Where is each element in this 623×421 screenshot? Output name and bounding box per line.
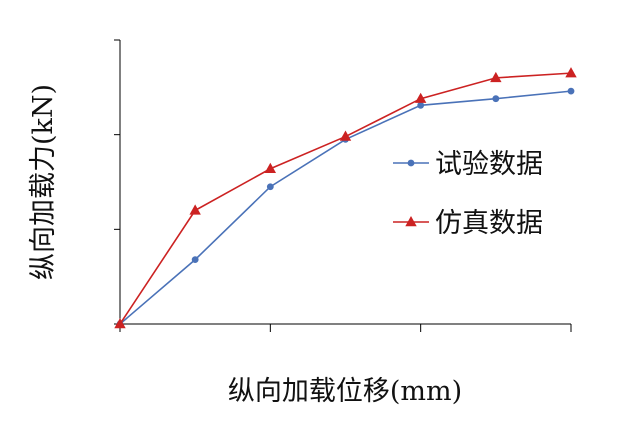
series-2-point-0 — [114, 318, 126, 329]
series-2 — [114, 67, 577, 329]
legend-item-2: 仿真数据 — [393, 208, 543, 239]
series-2-point-6 — [565, 67, 577, 78]
legend-marker-1 — [407, 159, 415, 167]
series-1-point-5 — [492, 95, 500, 103]
y-axis-title: 纵向加载力(kN) — [28, 84, 59, 280]
series-1-point-1 — [191, 256, 199, 264]
ticks — [114, 39, 572, 332]
series-2-point-5 — [490, 71, 502, 83]
legend-item-1: 试验数据 — [393, 149, 543, 180]
axes — [119, 40, 571, 325]
series-2-line — [119, 72, 572, 325]
series-2-point-3 — [339, 130, 352, 141]
series-2-point-2 — [264, 162, 277, 173]
series-group — [114, 67, 577, 329]
legend-marker-2 — [405, 216, 417, 227]
series-1-point-4 — [417, 101, 425, 109]
series-2-point-4 — [414, 92, 427, 103]
series-2-point-1 — [189, 204, 201, 215]
series-1-point-6 — [567, 87, 575, 95]
series-1-point-2 — [266, 183, 274, 191]
legend-label-2: 仿真数据 — [435, 208, 543, 239]
x-axis-title: 纵向加载位移(mm) — [228, 376, 462, 407]
legend-label-1: 试验数据 — [435, 149, 543, 180]
